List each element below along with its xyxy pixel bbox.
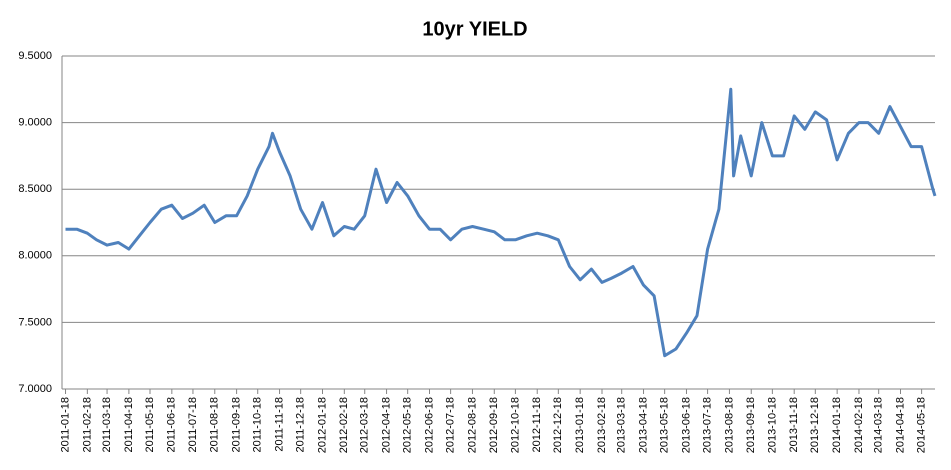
x-tick-label: 2012-10-18: [509, 397, 521, 453]
y-tick-label: 7.0000: [18, 383, 52, 395]
x-tick-label: 2013-10-18: [766, 397, 778, 453]
x-tick-label: 2012-04-18: [380, 397, 392, 453]
y-tick-label: 9.0000: [18, 117, 52, 129]
x-tick-label: 2011-06-18: [166, 397, 178, 452]
x-tick-label: 2014-02-18: [853, 397, 865, 453]
x-tick-label: 2013-06-18: [680, 397, 692, 453]
x-tick-label: 2012-06-18: [423, 397, 435, 453]
x-tick-label: 2011-09-18: [231, 397, 243, 452]
x-tick-label: 2011-05-18: [144, 397, 156, 452]
chart-title: 10yr YIELD: [422, 18, 527, 40]
x-tick-label: 2013-12-18: [809, 397, 821, 453]
x-tick-label: 2013-03-18: [616, 397, 628, 453]
x-tick-label: 2012-05-18: [402, 397, 414, 453]
x-tick-label: 2014-03-18: [873, 397, 885, 453]
x-tick-label: 2012-12-18: [552, 397, 564, 453]
x-tick-label: 2013-04-18: [637, 397, 649, 453]
x-tick-label: 2013-09-18: [745, 397, 757, 453]
x-tick-label: 2014-01-18: [831, 397, 843, 453]
x-tick-label: 2012-09-18: [488, 397, 500, 453]
x-tick-label: 2014-04-18: [894, 397, 906, 453]
x-tick-label: 2012-11-18: [531, 397, 543, 452]
x-tick-label: 2011-04-18: [123, 397, 135, 452]
x-tick-label: 2013-05-18: [659, 397, 671, 453]
x-tick-label: 2011-11-18: [273, 397, 285, 452]
x-tick-label: 2013-08-18: [723, 397, 735, 453]
x-tick-label: 2011-01-18: [59, 397, 71, 452]
x-tick-label: 2011-03-18: [101, 397, 113, 452]
x-tick-label: 2011-08-18: [209, 397, 221, 452]
y-tick-label: 8.0000: [18, 250, 52, 262]
x-tick-label: 2012-01-18: [316, 397, 328, 453]
x-tick-label: 2012-03-18: [359, 397, 371, 453]
x-tick-label: 2011-02-18: [81, 397, 93, 452]
y-tick-label: 9.5000: [18, 50, 52, 62]
x-tick-label: 2013-07-18: [702, 397, 714, 453]
x-tick-label: 2011-12-18: [295, 397, 307, 452]
y-tick-label: 7.5000: [18, 316, 52, 328]
x-tick-label: 2011-07-18: [187, 397, 199, 452]
x-tick-label: 2012-02-18: [338, 397, 350, 453]
x-tick-label: 2011-10-18: [252, 397, 264, 452]
x-tick-label: 2012-08-18: [466, 397, 478, 453]
y-tick-label: 8.5000: [18, 183, 52, 195]
x-tick-label: 2012-07-18: [445, 397, 457, 453]
x-tick-label: 2013-02-18: [596, 397, 608, 453]
x-tick-label: 2014-05-18: [916, 397, 928, 453]
series-line: [65, 87, 937, 358]
x-tick-label: 2013-11-18: [788, 397, 800, 452]
x-tick-label: 2013-01-18: [574, 397, 586, 453]
